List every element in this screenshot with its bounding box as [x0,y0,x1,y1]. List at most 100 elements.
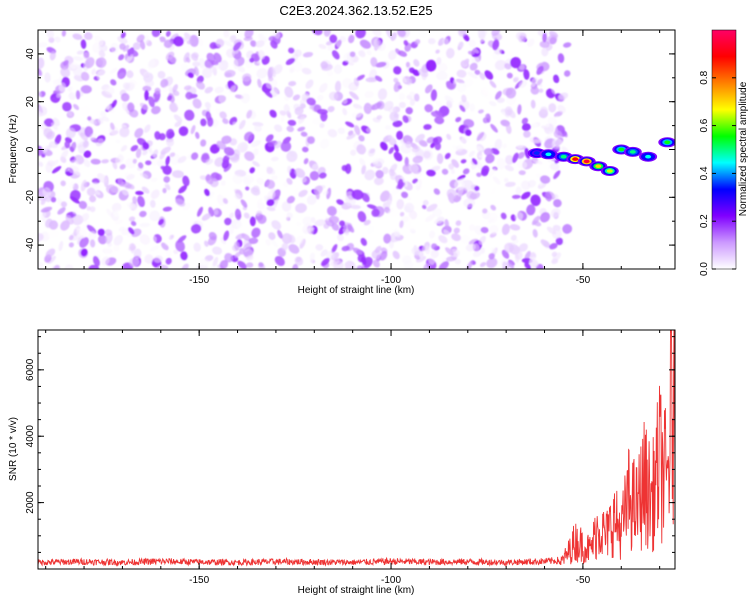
heatmap-cell [336,199,344,205]
heatmap-cell [42,187,52,198]
heatmap-cell [529,256,539,267]
heatmap-cell [554,115,563,121]
heatmap-cell [244,151,255,162]
heatmap-cell [481,165,490,175]
heatmap-cell [422,204,427,210]
heatmap-cell [489,80,497,88]
y-tick-label: -40 [25,237,36,252]
heatmap-cell [51,122,58,131]
heatmap-cell [281,242,289,251]
heatmap-cell [501,223,510,236]
heatmap-cell [97,173,107,184]
heatmap-cell [438,235,448,244]
heatmap-cell [297,126,306,132]
heatmap-cell [151,158,160,166]
heatmap-cell [178,185,187,194]
heatmap-cell [502,143,507,149]
heatmap-cell [90,158,101,165]
heatmap-cell [273,30,281,39]
heatmap-cell [97,228,105,236]
heatmap-cell [385,30,393,39]
heatmap-cell [149,199,156,208]
heatmap-cell [64,140,71,149]
snr-x-label: Height of straight line (km) [298,585,415,596]
heatmap-signal-ridge [527,137,675,176]
heatmap-cell [331,244,338,254]
heatmap-cell [130,145,139,152]
heatmap-cell [80,39,87,49]
heatmap-cell [517,104,522,115]
heatmap-cell [477,30,486,40]
heatmap-cell [97,117,104,125]
heatmap-cell [148,96,155,108]
heatmap-cell [190,223,202,234]
heatmap-cell [318,43,327,50]
heatmap-cell [480,247,485,254]
heatmap-cell [551,83,562,95]
heatmap-cell [515,31,525,41]
heatmap-cell [510,234,517,241]
heatmap-cell [69,146,75,152]
heatmap-cell [252,161,260,167]
heatmap-cell [380,141,388,151]
heatmap-cell [295,203,307,214]
heatmap-cell [127,227,135,235]
heatmap-cell [75,90,81,100]
heatmap-cell [359,97,367,106]
heatmap-cell [50,159,59,168]
heatmap-cell [356,144,366,155]
heatmap-cell [258,33,267,43]
heatmap-ridge-cell [606,169,613,173]
heatmap-cell [242,73,252,82]
heatmap-cell [430,111,443,118]
heatmap-cell [389,111,399,122]
y-tick-label: 40 [25,48,36,60]
heatmap-cell [508,259,515,266]
heatmap-cell [234,251,241,258]
heatmap-cell [252,185,260,193]
heatmap-cell [540,106,548,115]
heatmap-cell [403,40,409,46]
heatmap-cell [287,119,297,126]
heatmap-cell [294,168,306,178]
heatmap-cell [209,65,217,73]
heatmap-cell [485,113,490,119]
heatmap-cell [265,179,276,189]
heatmap-cell [135,148,142,159]
heatmap-cell [64,264,74,269]
heatmap-cell [86,187,96,197]
heatmap-cell [418,249,426,258]
x-tick-label: -150 [189,275,209,286]
heatmap-cell [129,257,140,267]
heatmap-cell [237,141,249,153]
heatmap-cell [432,207,443,217]
heatmap-cell [524,147,531,159]
heatmap-cell [455,78,465,84]
heatmap-cell [240,93,251,104]
heatmap-cell [291,61,303,73]
heatmap-cell [387,209,399,218]
heatmap-cell [515,186,522,195]
heatmap-cell [532,228,538,238]
heatmap-cell [127,183,135,190]
heatmap-cell [129,79,138,86]
heatmap-cell [524,262,532,269]
heatmap-cell [133,248,142,260]
heatmap-cell [371,249,382,260]
heatmap-cell [258,262,264,268]
heatmap-cell [319,138,330,149]
heatmap-cell [83,158,91,168]
heatmap-cell [178,126,189,136]
heatmap-cell [216,194,225,206]
heatmap-cell [412,171,422,179]
heatmap-cell [281,201,292,212]
heatmap-cell [144,90,149,101]
heatmap-cell [393,66,402,75]
heatmap-cell [388,146,394,155]
heatmap-cell [540,239,551,248]
heatmap-cell [84,126,94,138]
heatmap-cell [415,255,427,263]
heatmap-cell [512,152,519,163]
heatmap-cell [467,50,475,55]
heatmap-cell [128,216,136,222]
